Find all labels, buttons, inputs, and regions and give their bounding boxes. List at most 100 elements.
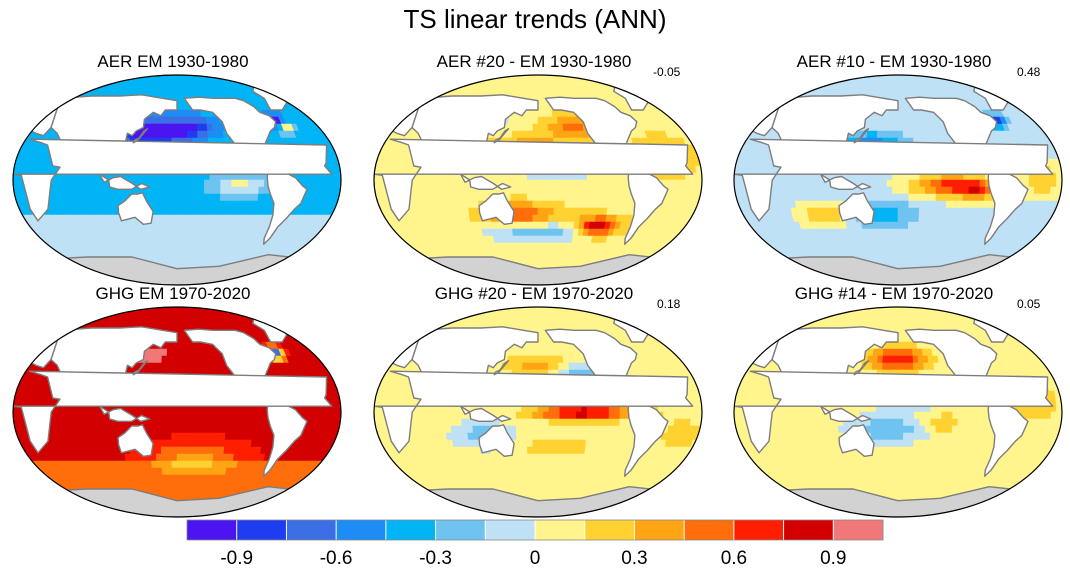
- field-cell: [548, 179, 555, 188]
- field-cell: [527, 242, 534, 251]
- field-cell: [627, 81, 641, 90]
- field-cell: [897, 228, 904, 237]
- field-cell: [197, 130, 204, 139]
- field-cell: [913, 193, 921, 202]
- field-cell: [450, 193, 458, 202]
- field-cell: [527, 228, 534, 237]
- field-cell: [180, 256, 187, 265]
- field-cell: [552, 221, 560, 230]
- field-cell: [384, 228, 395, 237]
- field-cell: [161, 228, 168, 237]
- field-cell: [935, 186, 943, 195]
- field-cell: [252, 186, 260, 195]
- field-cell: [166, 214, 173, 223]
- field-cell: [897, 75, 903, 83]
- field-cell: [192, 193, 200, 202]
- field-cell: [623, 75, 638, 83]
- field-cell: [214, 193, 221, 202]
- field-cell: [633, 75, 649, 83]
- field-cell: [537, 235, 544, 244]
- field-cell: [401, 165, 408, 174]
- field-cell: [674, 179, 681, 188]
- field-cell: [292, 95, 304, 104]
- field-cell: [427, 75, 443, 83]
- field-cell: [528, 256, 535, 265]
- field-cell: [108, 75, 119, 83]
- field-cell: [881, 214, 888, 223]
- field-cell: [923, 130, 930, 139]
- field-cell: [181, 235, 188, 244]
- field-cell: [795, 75, 809, 83]
- field-cell: [166, 235, 173, 244]
- field-cell: [532, 214, 539, 223]
- field-cell: [837, 193, 845, 202]
- field-cell: [27, 235, 38, 244]
- field-cell: [653, 256, 665, 265]
- field-cell: [274, 270, 288, 279]
- field-cell: [186, 235, 193, 244]
- field-cell: [455, 179, 462, 188]
- field-cell: [526, 200, 534, 209]
- field-cell: [379, 186, 387, 195]
- field-cell: [648, 256, 661, 265]
- field-cell: [255, 75, 269, 83]
- field-cell: [526, 179, 533, 188]
- field-cell: [529, 88, 535, 97]
- field-cell: [85, 75, 99, 83]
- field-cell: [176, 214, 183, 223]
- field-cell: [542, 200, 550, 209]
- field-cell: [607, 200, 614, 209]
- field-cell: [34, 165, 42, 174]
- field-cell: [171, 228, 178, 237]
- field-cell: [775, 81, 790, 90]
- field-cell: [585, 207, 592, 216]
- field-cell: [903, 179, 910, 188]
- field-cell: [777, 88, 790, 97]
- field-cell: [397, 242, 408, 251]
- field-cell: [667, 102, 680, 111]
- field-cell: [907, 130, 914, 139]
- field-cell: [111, 193, 118, 202]
- field-cell: [532, 130, 539, 139]
- field-cell: [50, 95, 62, 104]
- field-cell: [541, 256, 548, 265]
- field-cell: [570, 179, 577, 188]
- field-cell: [597, 179, 604, 188]
- field-cell: [40, 165, 47, 174]
- field-cell: [1041, 123, 1052, 132]
- field-cell: [532, 123, 539, 132]
- field-cell: [548, 193, 555, 202]
- field-cell: [533, 256, 539, 265]
- field-cell: [882, 116, 889, 125]
- field-cell: [94, 179, 101, 188]
- field-cell: [292, 256, 304, 265]
- field-cell: [940, 200, 947, 209]
- field-cell: [537, 116, 544, 125]
- field-cell: [151, 116, 158, 125]
- field-cell: [892, 123, 899, 132]
- field-cell: [27, 116, 38, 125]
- field-cell: [166, 109, 173, 118]
- field-cell: [415, 256, 428, 265]
- field-cell: [968, 179, 975, 188]
- field-cell: [456, 193, 463, 202]
- field-cell: [224, 200, 232, 209]
- field-cell: [643, 270, 657, 279]
- field-cell: [202, 221, 209, 230]
- field-cell: [810, 193, 818, 202]
- field-cell: [889, 88, 895, 97]
- field-cell: [236, 193, 243, 202]
- field-cell: [537, 186, 544, 195]
- field-cell: [956, 75, 967, 83]
- field-cell: [681, 123, 692, 132]
- field-cell: [870, 179, 877, 188]
- field-cell: [105, 193, 113, 202]
- field-cell: [581, 186, 588, 195]
- field-cell: [176, 88, 182, 97]
- field-cell: [165, 200, 173, 209]
- field-cell: [181, 221, 188, 230]
- field-cell: [440, 270, 452, 279]
- field-cell: [406, 102, 418, 111]
- field-cell: [918, 221, 925, 230]
- field-cell: [270, 81, 284, 90]
